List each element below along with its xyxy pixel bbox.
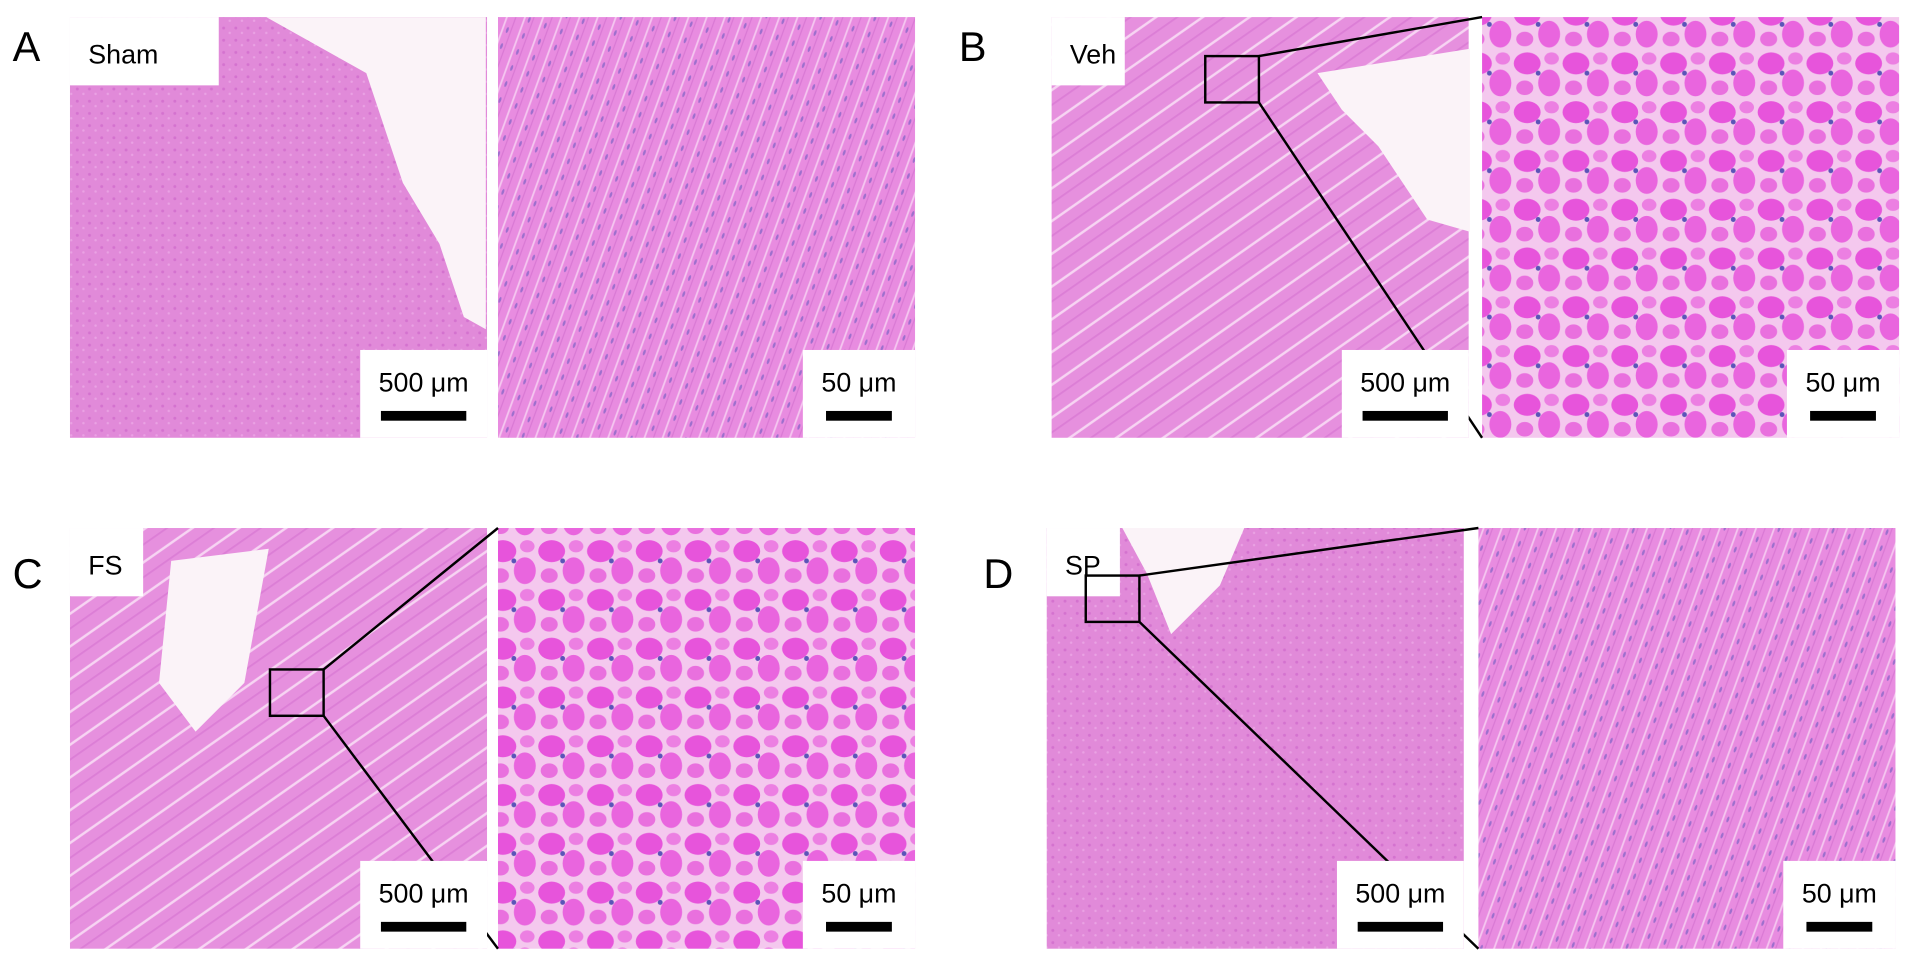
group-label-box [69, 17, 219, 86]
inset-box [1084, 574, 1141, 624]
scale-label-box [360, 349, 488, 438]
group-label: Veh [1070, 39, 1116, 69]
group-label: Sham [88, 39, 158, 69]
scale-label-box [802, 349, 916, 438]
scale-bar [380, 921, 467, 932]
zoom-line [322, 527, 499, 671]
scale-bar [380, 410, 467, 421]
scale-bar [1806, 921, 1873, 932]
group-label-box [69, 528, 144, 597]
scale-label: 50 μm [821, 878, 896, 908]
scale-label-box [1783, 860, 1896, 949]
panel-letter: C [13, 550, 43, 597]
background-region [266, 17, 486, 330]
scale-label-box [1336, 860, 1464, 949]
scale-label: 50 μm [821, 367, 896, 397]
group-label-box [1046, 528, 1120, 597]
zoom-line [1258, 15, 1483, 58]
scale-bar [1810, 410, 1876, 421]
background-region [158, 548, 269, 732]
scale-label: 500 μm [379, 878, 469, 908]
scale-label-box [360, 860, 488, 949]
scale-bar [1362, 410, 1448, 421]
zoom-line [1139, 526, 1479, 577]
panel: B Veh 500 μm 50 μm [959, 15, 1900, 439]
group-label-box [1051, 17, 1125, 86]
scale-bar [1357, 921, 1444, 932]
panel-letter: D [983, 550, 1013, 597]
panel: C FS 500 μm 50 μm [13, 527, 916, 950]
inset-box [268, 668, 325, 718]
scale-bar [826, 921, 892, 932]
inset-box [1204, 54, 1261, 104]
scale-label-box [1786, 349, 1900, 438]
scale-label: 500 μm [1355, 878, 1445, 908]
scale-bar [826, 410, 892, 421]
scale-label: 500 μm [379, 367, 469, 397]
background-region [1122, 528, 1245, 635]
group-label: FS [88, 550, 122, 580]
background-region [1317, 48, 1470, 232]
panels: A Sham 500 μm 50 μm B Veh 500 μm 50 μm C FS 500 μm… [13, 15, 1900, 950]
panel: A Sham 500 μm 50 μm [13, 17, 916, 438]
panel-letter: B [959, 23, 987, 70]
scale-label: 500 μm [1360, 367, 1450, 397]
panel-letter: A [13, 23, 41, 70]
scale-label: 50 μm [1802, 878, 1877, 908]
scale-label-box [802, 860, 916, 949]
scale-label-box [1341, 349, 1469, 438]
scale-label: 50 μm [1805, 367, 1880, 397]
